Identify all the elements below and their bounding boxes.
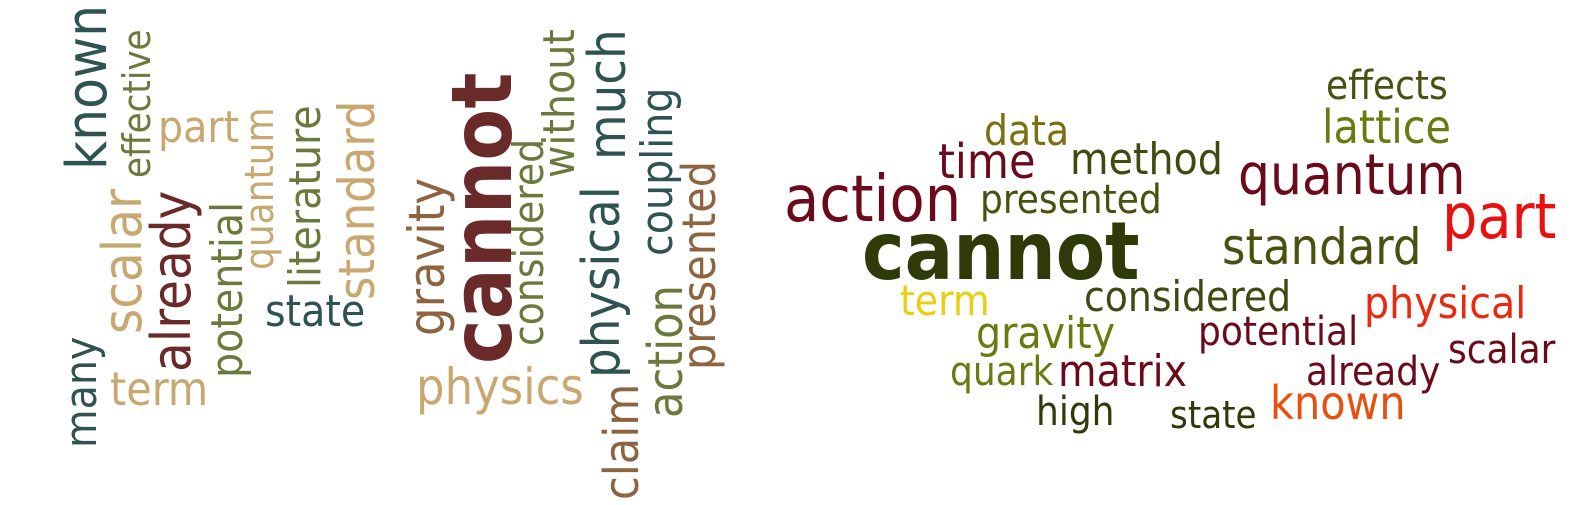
right-word-action: action — [784, 163, 962, 237]
right-word-state: state — [1170, 393, 1257, 437]
left-word-physical: physical — [572, 186, 632, 378]
right-word-time: time — [938, 134, 1036, 190]
right-word-effects: effects — [1326, 63, 1448, 109]
left-word-physics: physics — [416, 358, 584, 416]
left-word-presented: presented — [672, 161, 726, 370]
right-word-method: method — [1070, 134, 1223, 185]
left-word-much: much — [578, 29, 638, 160]
right-word-high: high — [1036, 389, 1115, 435]
right-word-quark: quark — [950, 349, 1054, 395]
right-word-presented: presented — [980, 177, 1162, 223]
right-word-potential: potential — [1198, 309, 1359, 355]
right-word-known: known — [1270, 376, 1406, 430]
right-word-term: term — [900, 276, 990, 325]
right-word-lattice: lattice — [1322, 100, 1452, 154]
left-word-literature: literature — [280, 105, 331, 288]
right-word-data: data — [984, 106, 1070, 155]
right-word-matrix: matrix — [1058, 346, 1188, 397]
left-word-many: many — [56, 336, 107, 448]
left-word-effective: effective — [115, 29, 159, 178]
right-word-physical: physical — [1364, 278, 1527, 329]
right-word-quantum: quantum — [1238, 143, 1466, 208]
left-word-term: term — [110, 362, 209, 416]
right-word-gravity: gravity — [976, 308, 1116, 359]
right-word-part: part — [1442, 180, 1557, 253]
left-word-without: without — [534, 29, 585, 178]
left-word-already: already — [140, 190, 203, 372]
left-word-standard: standard — [328, 100, 386, 300]
right-word-scalar: scalar — [1448, 327, 1556, 373]
left-word-part: part — [158, 102, 240, 153]
right-word-considered: considered — [1084, 272, 1292, 321]
right-word-cannot: cannot — [862, 205, 1140, 298]
right-word-standard: standard — [1222, 218, 1422, 276]
left-word-quantum: quantum — [237, 107, 283, 271]
left-word-state: state — [265, 286, 366, 337]
right-word-already: already — [1306, 349, 1441, 395]
left-word-known: known — [55, 4, 120, 170]
